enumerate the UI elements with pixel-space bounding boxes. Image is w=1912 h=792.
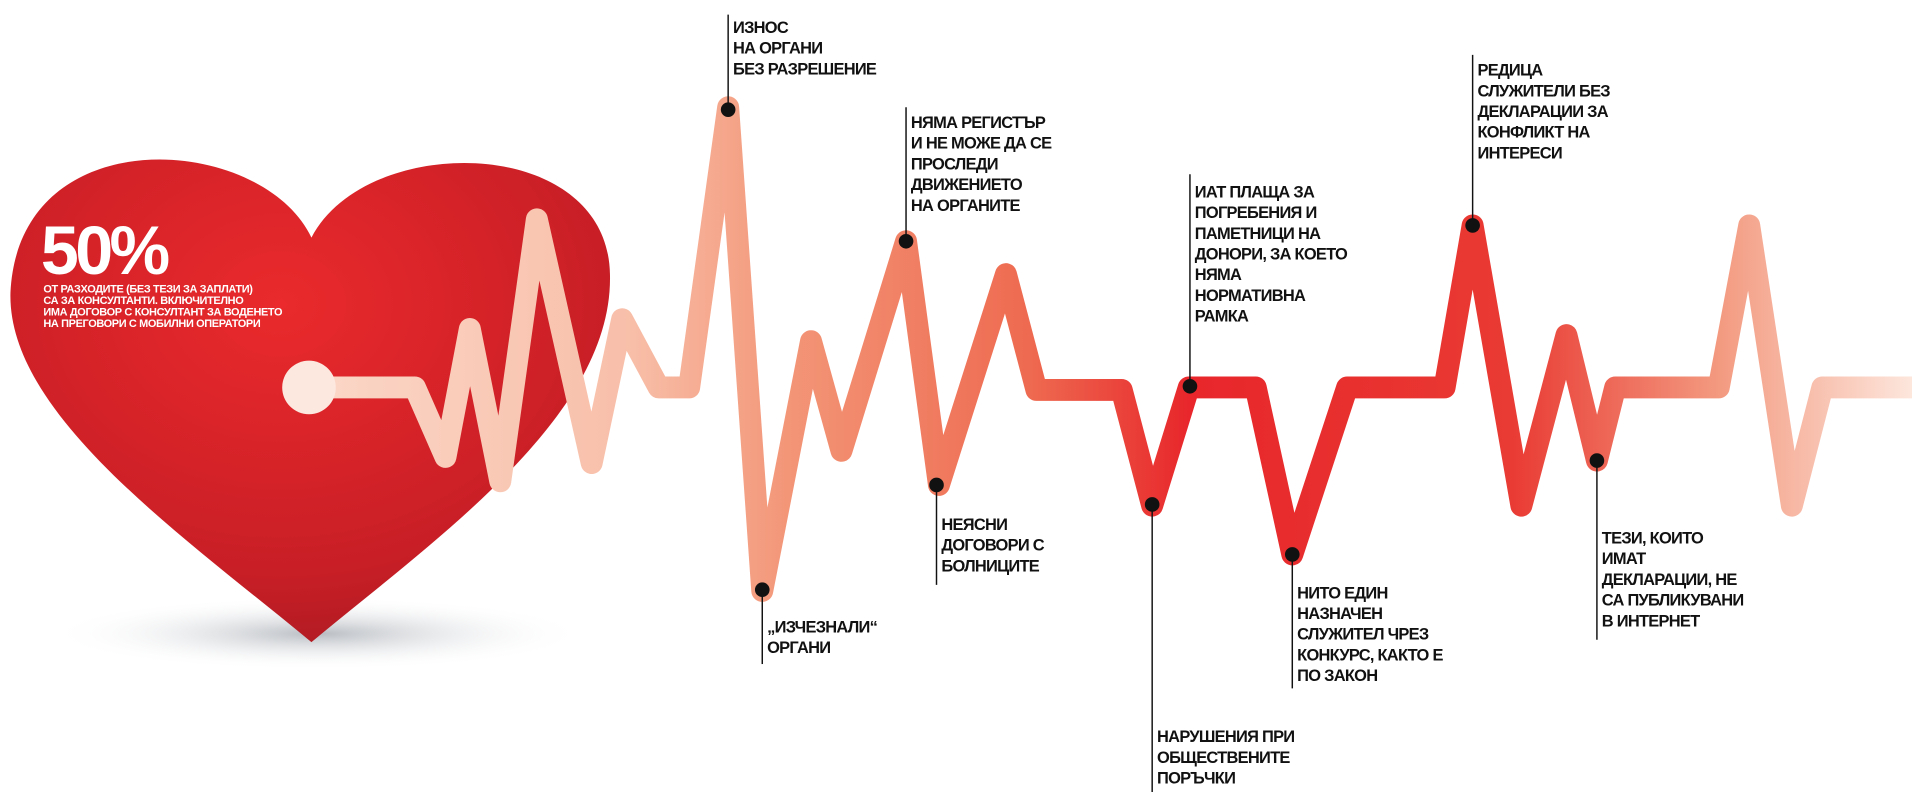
annotation-text: НА ОРГАНИ [733, 40, 822, 58]
annotation-text: СА ПУБЛИКУВАНИ [1602, 592, 1744, 610]
annotation-text: ИАТ ПЛАЩА ЗА [1195, 183, 1315, 201]
annotation-text: КОНФЛИКТ НА [1478, 124, 1591, 142]
marker-dot [1589, 453, 1605, 468]
marker-dot [1144, 497, 1160, 512]
annotation-text: В ИНТЕРНЕТ [1602, 612, 1700, 630]
pulse-start [282, 360, 336, 415]
annotation-text: ДЕКЛАРАЦИИ ЗА [1478, 103, 1609, 121]
headline-figure: 50% [41, 213, 169, 289]
annotation-text: СЛУЖИТЕЛ ЧРЕЗ [1297, 626, 1429, 644]
marker-dot [1182, 378, 1198, 394]
annotation-text: „ИЗЧЕЗНАЛИ“ [767, 618, 877, 636]
marker-dot [720, 102, 736, 117]
annotation-text: ОБЩЕСТВЕНИТЕ [1157, 749, 1290, 767]
headline-text: ОТ РАЗХОДИТЕ (БЕЗ ТЕЗИ ЗА ЗАПЛАТИ) [43, 283, 253, 295]
annotation-text: РАМКА [1195, 308, 1249, 326]
annotation-text: ДВИЖЕНИЕТО [911, 176, 1023, 194]
headline: 50%ОТ РАЗХОДИТЕ (БЕЗ ТЕЗИ ЗА ЗАПЛАТИ)СА … [41, 213, 283, 330]
annotation-text: ОРГАНИ [767, 639, 830, 657]
annotation-text: НЕЯСНИ [941, 516, 1007, 534]
annotation-text: БЕЗ РАЗРЕШЕНИЕ [733, 60, 877, 78]
annotation-text: БОЛНИЦИТЕ [941, 557, 1039, 575]
annotation-text: ПОРЪЧКИ [1157, 769, 1235, 787]
annotation-text: НА ОРГАНИТЕ [911, 197, 1021, 215]
headline-text: СА ЗА КОНСУЛТАНТИ. ВКЛЮЧИТЕЛНО [43, 295, 244, 307]
annotation-text: НИТО ЕДИН [1297, 584, 1387, 602]
annotation-text: ИМАТ [1602, 550, 1646, 568]
marker-dot [1465, 218, 1480, 233]
annotation-text: ДОГОВОРИ С [941, 537, 1044, 555]
headline-text: НА ПРЕГОВОРИ С МОБИЛНИ ОПЕРАТОРИ [43, 318, 260, 330]
headline-text: ИМА ДОГОВОР С КОНСУЛТАНТ ЗА ВОДЕНЕТО [43, 307, 283, 319]
annotation-text: ИЗНОС [733, 19, 789, 37]
annotations: ИЗНОС НА ОРГАНИ БЕЗ РАЗРЕШЕНИЕ НЯМА РЕГИСТЪ… [720, 14, 1744, 792]
marker-dot [929, 477, 944, 493]
annotation-text: НАЗНАЧЕН [1297, 605, 1382, 623]
annotation-text: ПО ЗАКОН [1297, 667, 1377, 685]
marker-dot [898, 233, 914, 249]
annotation-text: НЯМА РЕГИСТЪР [911, 114, 1046, 132]
annotation-text: ИНТЕРЕСИ [1478, 144, 1562, 162]
annotation-text: ДОНОРИ, ЗА КОЕТО [1195, 246, 1348, 264]
marker-dot [1284, 547, 1300, 562]
annotation-text: НОРМАТИВНА [1195, 287, 1306, 305]
pulse-line [298, 96, 1912, 602]
annotation-text: ПАМЕТНИЦИ НА [1195, 225, 1321, 243]
annotation-text: ПРОСЛЕДИ [911, 155, 998, 173]
annotation-text: И НЕ МОЖЕ ДА СЕ [911, 135, 1052, 153]
annotation-text: СЛУЖИТЕЛИ БЕЗ [1478, 82, 1611, 100]
annotation-text: КОНКУРС, КАКТО Е [1297, 646, 1443, 664]
annotation-text: ДЕКЛАРАЦИИ, НЕ [1602, 571, 1738, 589]
annotation-text: ПОГРЕБЕНИЯ И [1195, 204, 1317, 222]
marker-dot [754, 582, 770, 598]
annotation-text: РЕДИЦА [1478, 62, 1544, 80]
annotation-text: НАРУШЕНИЯ ПРИ [1157, 728, 1294, 746]
annotation-text: ТЕЗИ, КОИТО [1602, 529, 1704, 547]
annotation-text: НЯМА [1195, 266, 1242, 284]
